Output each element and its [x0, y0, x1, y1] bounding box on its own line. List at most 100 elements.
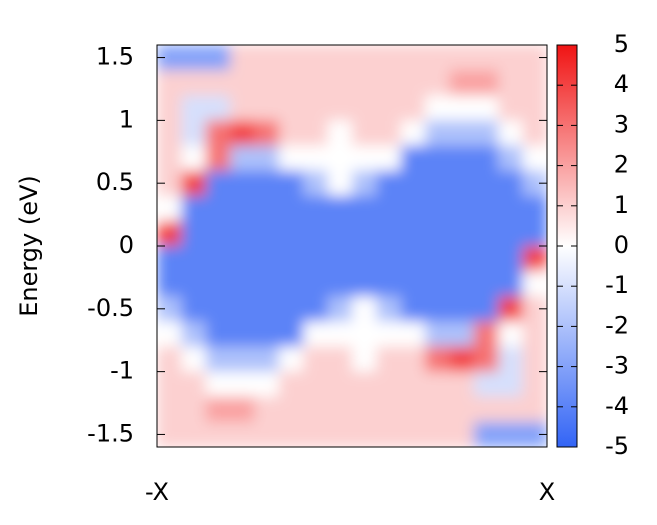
- heatmap-cell: [303, 371, 329, 398]
- heatmap-cell: [205, 271, 231, 297]
- heatmap-cell: [498, 421, 524, 447]
- heatmap-cell: [400, 95, 426, 121]
- heatmap-cell: [327, 271, 353, 297]
- heatmap-cell: [498, 120, 524, 146]
- heatmap-cell: [449, 246, 475, 272]
- heatmap-cell: [473, 246, 499, 272]
- heatmap-cell: [254, 170, 280, 197]
- heatmap-cell: [278, 271, 304, 297]
- heatmap-cell: [498, 95, 524, 121]
- heatmap-cell: [498, 346, 524, 373]
- heatmap-cell: [327, 346, 353, 373]
- heatmap-cell: [181, 170, 207, 197]
- heatmap-cell: [278, 346, 304, 373]
- heatmap-cell: [181, 346, 207, 373]
- heatmap-cell: [230, 220, 255, 247]
- colorbar-tick-label: -1: [605, 271, 629, 299]
- y-tick-label: -0.5: [87, 294, 134, 322]
- heatmap-cell: [400, 70, 426, 96]
- heatmap-cell: [498, 70, 524, 96]
- heatmap-cell: [498, 396, 524, 423]
- heatmap-cell: [449, 271, 475, 297]
- heatmap-cell: [205, 371, 231, 398]
- heatmap-cell: [352, 246, 377, 272]
- colorbar-tick-label: -3: [605, 352, 629, 380]
- heatmap-cell: [473, 95, 499, 121]
- heatmap-cell: [327, 195, 353, 222]
- heatmap-cell: [278, 145, 304, 172]
- heatmap-cell: [181, 95, 207, 121]
- heatmap-cell: [449, 371, 475, 398]
- heatmap-cell: [205, 421, 231, 447]
- colorbar-tick-label: 1: [614, 191, 629, 219]
- heatmap-cell: [449, 321, 475, 347]
- heatmap-cell: [400, 321, 426, 347]
- heatmap-cell: [352, 70, 377, 96]
- heatmap-cell: [425, 70, 450, 96]
- heatmap-cell: [376, 95, 402, 121]
- heatmap-cell: [473, 346, 499, 373]
- y-tick-label: -1: [110, 357, 134, 385]
- heatmap-cell: [522, 246, 547, 272]
- y-tick-label: -1.5: [87, 419, 134, 447]
- heatmap-cell: [327, 421, 353, 447]
- heatmap-cell: [278, 296, 304, 322]
- heatmap-cell: [449, 45, 475, 71]
- heatmap-cell: [522, 95, 547, 121]
- heatmap-cell: [376, 195, 402, 222]
- heatmap-cell: [230, 346, 255, 373]
- heatmap-cell: [230, 170, 255, 197]
- heatmap-cell: [181, 220, 207, 247]
- heatmap-cell: [449, 195, 475, 222]
- heatmap-cell: [303, 321, 329, 347]
- heatmap-cell: [473, 170, 499, 197]
- heatmap-cell: [473, 421, 499, 447]
- heatmap-cell: [400, 170, 426, 197]
- heatmap-cell: [205, 95, 231, 121]
- heatmap-cell: [352, 170, 377, 197]
- heatmap-cell: [376, 70, 402, 96]
- heatmap-cell: [376, 45, 402, 71]
- heatmap-cell: [303, 120, 329, 146]
- heatmap-cell: [498, 246, 524, 272]
- heatmap-cell: [205, 45, 231, 71]
- heatmap-cell: [181, 271, 207, 297]
- heatmap-cell: [181, 246, 207, 272]
- heatmap-cell: [205, 145, 231, 172]
- heatmap-cell: [181, 195, 207, 222]
- heatmap-cell: [278, 421, 304, 447]
- heatmap-cell: [327, 170, 353, 197]
- heatmap-cell: [205, 170, 231, 197]
- heatmap-cell: [449, 346, 475, 373]
- heatmap-cell: [303, 246, 329, 272]
- heatmap-cell: [425, 95, 450, 121]
- heatmap-cell: [376, 346, 402, 373]
- heatmap-cell: [425, 296, 450, 322]
- heatmap-cell: [254, 271, 280, 297]
- heatmap-cell: [400, 346, 426, 373]
- heatmap-cell: [181, 396, 207, 423]
- heatmap-cell: [327, 371, 353, 398]
- heatmap-cell: [376, 421, 402, 447]
- heatmap-cell: [157, 396, 182, 423]
- heatmap-cell: [498, 220, 524, 247]
- heatmap-cell: [278, 321, 304, 347]
- heatmap-cell: [327, 120, 353, 146]
- heatmap-cell: [352, 371, 377, 398]
- heatmap-cell: [303, 271, 329, 297]
- heatmap-cell: [157, 246, 182, 272]
- heatmap-cell: [327, 70, 353, 96]
- heatmap-cell: [230, 246, 255, 272]
- heatmap-cell: [498, 45, 524, 71]
- x-tick-label: X: [539, 478, 555, 506]
- heatmap-cell: [205, 195, 231, 222]
- heatmap-cell: [400, 246, 426, 272]
- heatmap-cell: [157, 70, 182, 96]
- heatmap-cell: [425, 45, 450, 71]
- heatmap-cell: [303, 45, 329, 71]
- heatmap-cell: [230, 45, 255, 71]
- heatmap-cell: [327, 296, 353, 322]
- heatmap-cell: [327, 321, 353, 347]
- heatmap-cell: [157, 220, 182, 247]
- heatmap-cell: [278, 95, 304, 121]
